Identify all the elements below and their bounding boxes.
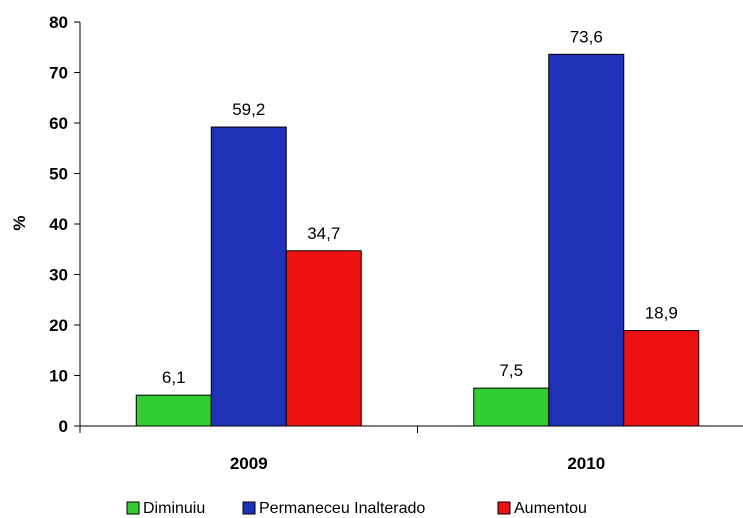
legend-label: Diminuiu [143,500,205,517]
legend: Diminuiu Permaneceu Inalterado Aumentou [126,500,587,517]
y-tick-label: 30 [49,266,68,285]
bar [285,250,362,427]
legend-swatch [497,501,511,515]
data-labels: 6,1 59,2 34,7 7,5 73,6 18,9 [162,27,678,387]
bar [623,330,700,427]
bar [210,126,287,427]
bar [548,53,625,427]
legend-swatch [242,501,256,515]
data-label: 34,7 [307,224,340,243]
y-tick-label: 40 [49,215,68,234]
x-category-label: 2010 [567,454,605,473]
data-label: 73,6 [570,27,603,46]
y-tick-label: 80 [49,13,68,32]
data-label: 7,5 [499,361,523,380]
y-tick-label: 10 [49,367,68,386]
data-label: 59,2 [232,100,265,119]
legend-label: Permaneceu Inalterado [259,500,425,517]
y-axis: 0 10 20 30 40 50 60 70 80 [49,13,81,436]
bar [473,387,550,427]
y-tick-label: 50 [49,165,68,184]
x-axis: 2009 2010 [79,425,743,473]
bar [135,394,212,427]
y-tick-label: 20 [49,316,68,335]
y-axis-title: % [10,215,29,230]
data-label: 6,1 [162,368,186,387]
data-label: 18,9 [645,304,678,323]
x-category-label: 2009 [230,454,268,473]
legend-label: Aumentou [514,500,587,517]
legend-swatch [126,501,140,515]
bars [135,53,700,427]
y-tick-label: 70 [49,64,68,83]
y-tick-label: 60 [49,114,68,133]
y-tick-label: 0 [59,417,68,436]
